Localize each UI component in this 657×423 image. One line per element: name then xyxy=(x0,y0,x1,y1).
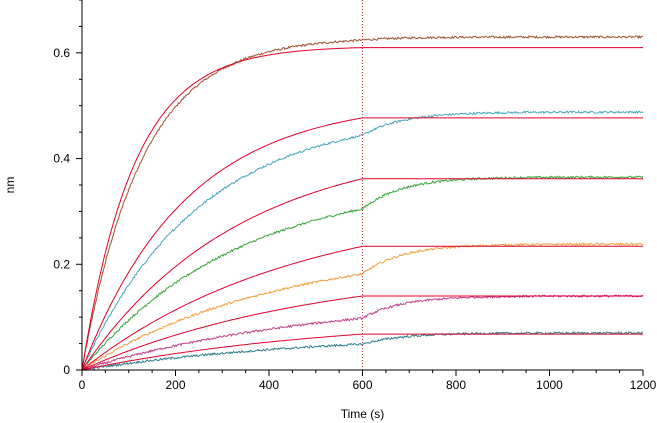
fit-curve-line xyxy=(81,295,643,371)
fit-curve-line xyxy=(81,245,643,371)
x-tick-label: 800 xyxy=(446,378,466,392)
x-tick-label: 1000 xyxy=(536,378,563,392)
fit-curve-line xyxy=(81,117,643,371)
x-tick-label: 400 xyxy=(259,378,279,392)
data-series xyxy=(81,34,644,372)
data-series-line xyxy=(81,175,644,371)
x-axis-ticks: 0 200 400 600 800 1000 1200 xyxy=(79,370,657,392)
fit-curve-line xyxy=(81,333,643,371)
data-series-line xyxy=(81,34,644,370)
y-axis-ticks: 0 0.2 0.4 0.6 xyxy=(53,0,82,377)
x-tick-label: 200 xyxy=(165,378,185,392)
y-axis-title: nm xyxy=(3,177,17,194)
y-tick-label: 0.2 xyxy=(53,257,70,271)
y-tick-label: 0 xyxy=(63,363,70,377)
x-tick-label: 1200 xyxy=(630,378,657,392)
data-series-line xyxy=(81,110,644,370)
x-tick-label: 0 xyxy=(79,378,86,392)
fit-curves xyxy=(81,47,643,371)
fit-curve-line xyxy=(81,47,643,371)
fit-curve-line xyxy=(81,178,643,371)
y-tick-label: 0.6 xyxy=(53,46,70,60)
x-tick-label: 600 xyxy=(352,378,372,392)
y-tick-label: 0.4 xyxy=(53,152,70,166)
x-axis-title: Time (s) xyxy=(341,407,385,421)
